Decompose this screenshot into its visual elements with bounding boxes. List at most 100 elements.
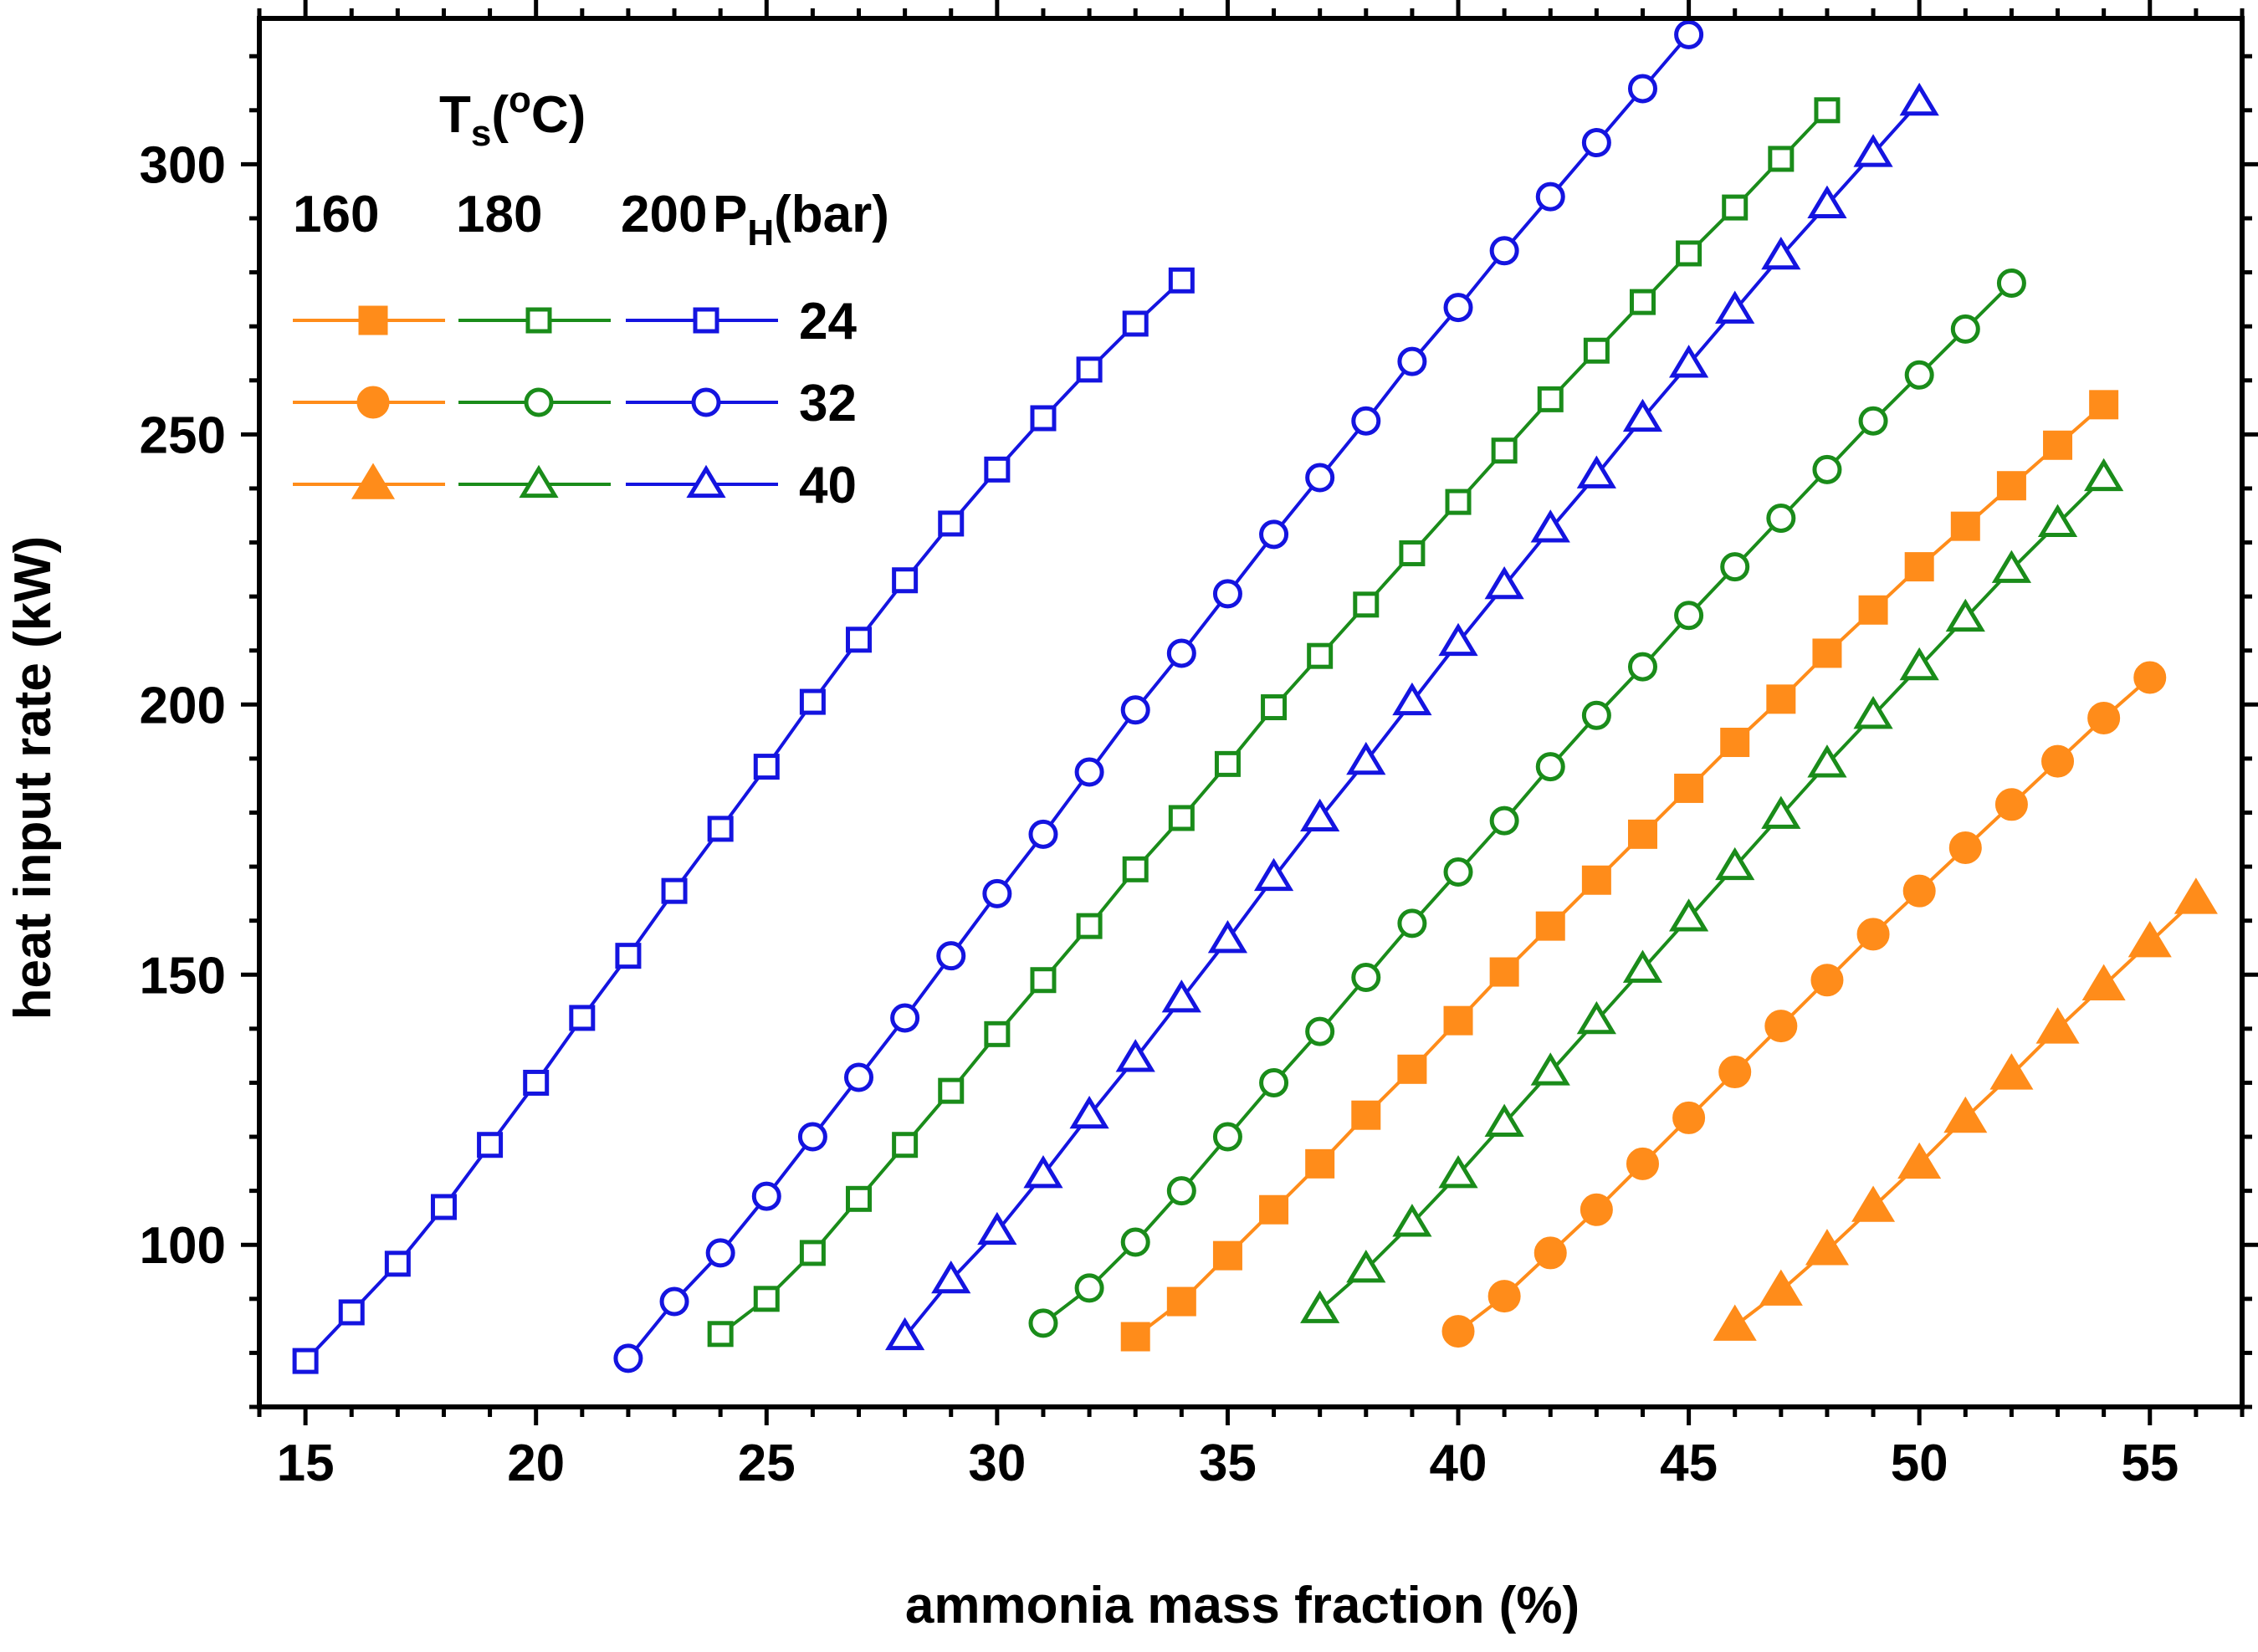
data-point <box>1307 642 1334 669</box>
data-point <box>430 1194 457 1220</box>
data-point <box>1212 579 1242 609</box>
legend-ph-sub: H <box>747 212 774 253</box>
data-point <box>1122 310 1149 337</box>
data-point <box>1581 865 1611 895</box>
data-point <box>1904 360 1934 390</box>
data-point <box>1626 1147 1659 1180</box>
legend-sample-160-circle <box>293 386 445 419</box>
data-point <box>1858 595 1888 625</box>
legend-sample-180-square <box>458 307 611 334</box>
data-point <box>797 1122 827 1152</box>
series-line <box>1134 403 2106 1338</box>
data-point <box>1261 694 1288 721</box>
data-point <box>1489 806 1519 836</box>
data-point <box>1491 437 1518 464</box>
legend-marker <box>519 464 559 499</box>
legend-ts-unit: C) <box>531 86 586 144</box>
data-point <box>1305 1148 1335 1179</box>
data-point <box>1674 601 1704 631</box>
data-point <box>2035 1007 2080 1044</box>
x-tick-label: 30 <box>968 1435 1026 1492</box>
legend-pressure-40: 40 <box>799 457 857 514</box>
data-point <box>931 1260 971 1294</box>
data-point <box>2037 504 2078 538</box>
data-point <box>1768 146 1795 172</box>
data-point <box>1443 1005 1473 1036</box>
legend-sample-180-circle <box>458 387 611 417</box>
data-point <box>1989 1053 2034 1090</box>
x-axis-title: ammonia mass fraction (%) <box>905 1577 1580 1634</box>
data-point <box>1122 856 1149 882</box>
legend-sample-200-triangle <box>626 464 778 499</box>
data-point <box>1902 874 1936 908</box>
data-point <box>2089 390 2119 420</box>
data-point <box>982 878 1012 908</box>
data-point <box>292 1348 319 1374</box>
data-point <box>1069 1095 1109 1129</box>
data-point <box>707 1321 734 1348</box>
data-point <box>1627 819 1657 849</box>
data-point <box>2133 661 2167 694</box>
legend-ph-label: P <box>713 186 747 243</box>
data-point <box>1576 455 1616 488</box>
data-point <box>1996 471 2026 501</box>
series-160-32 <box>1441 661 2167 1348</box>
data-point <box>1718 1056 1752 1089</box>
y-tick-label: 300 <box>140 136 226 194</box>
data-point <box>1991 550 2032 583</box>
data-point <box>2084 458 2124 492</box>
legend-ts-sub: s <box>471 113 491 154</box>
data-point <box>338 1299 365 1326</box>
y-tick-label: 150 <box>140 947 226 1005</box>
data-point <box>938 1077 965 1104</box>
legend-marker <box>693 307 719 334</box>
data-point <box>1438 622 1478 657</box>
series-180-24 <box>707 97 1841 1348</box>
x-tick-label: 35 <box>1199 1435 1257 1492</box>
data-point <box>1858 406 1888 436</box>
legend-sample-160-square <box>293 305 445 335</box>
legend-sample-200-circle <box>626 387 778 417</box>
data-point <box>384 1251 411 1277</box>
data-point <box>1253 857 1294 892</box>
series-180-40 <box>1300 458 2124 1323</box>
data-point <box>1074 1273 1104 1303</box>
data-point <box>753 1286 780 1312</box>
data-point <box>1346 741 1386 775</box>
data-point <box>1720 552 1750 582</box>
series-160-40 <box>1713 877 2218 1341</box>
data-point <box>1353 591 1380 618</box>
data-point <box>1853 695 1893 729</box>
data-point <box>1761 795 1801 829</box>
data-point <box>613 1343 643 1373</box>
data-point <box>1899 647 1939 681</box>
series-line <box>1042 282 2013 1325</box>
data-point <box>1764 1010 1798 1043</box>
data-point <box>1948 831 1982 864</box>
data-point <box>1115 1039 1155 1072</box>
data-point <box>1397 908 1427 939</box>
data-point <box>1576 1000 1616 1035</box>
data-point <box>1996 268 2026 298</box>
data-point <box>1535 752 1565 782</box>
y-tick-label: 250 <box>140 407 226 464</box>
data-point <box>846 1185 873 1212</box>
data-point <box>615 943 642 969</box>
data-point <box>1535 182 1565 212</box>
data-point <box>1856 918 1890 951</box>
data-point <box>1443 293 1473 323</box>
data-point <box>1030 967 1057 994</box>
data-point <box>1438 1154 1478 1189</box>
data-point <box>1676 240 1702 267</box>
data-point <box>2087 701 2121 734</box>
x-tick-label: 45 <box>1660 1435 1718 1492</box>
data-point <box>1715 290 1755 324</box>
data-point <box>707 816 734 842</box>
data-point <box>1720 728 1750 758</box>
data-point <box>1030 405 1057 432</box>
legend-temp-180: 180 <box>456 186 542 243</box>
legend-temp-160: 160 <box>293 186 379 243</box>
data-point <box>1166 638 1196 668</box>
data-point <box>2043 430 2073 460</box>
data-point <box>1214 750 1241 777</box>
